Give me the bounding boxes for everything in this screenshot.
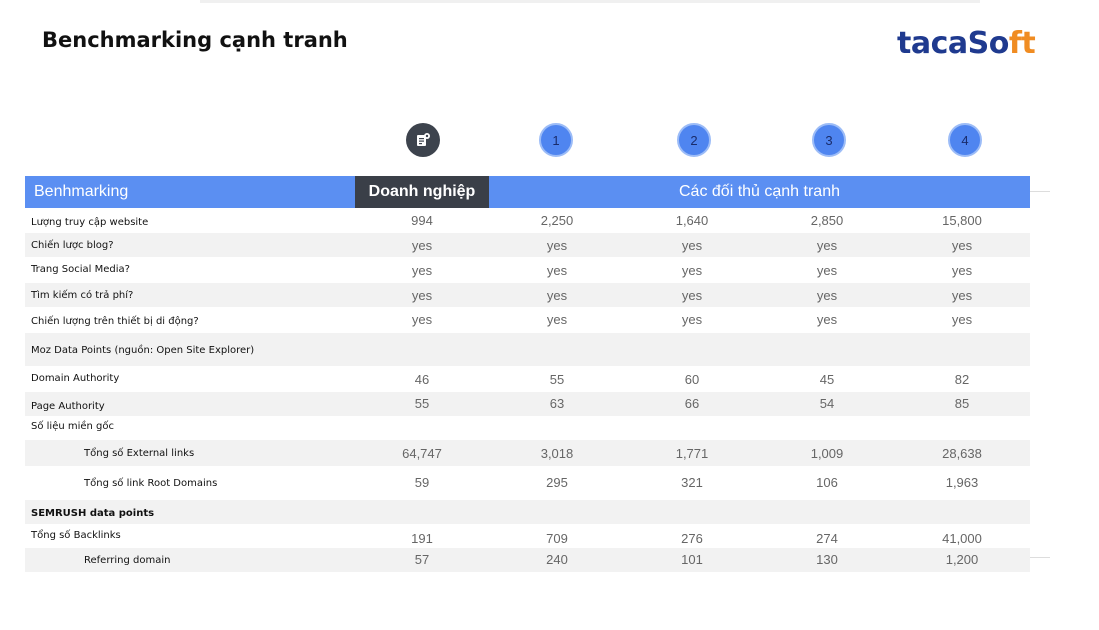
competitor-4-value-cell: 85 (954, 396, 970, 411)
competitor-3-value-cell: 54 (819, 396, 835, 411)
competitor-4-value-cell: yes (951, 312, 973, 327)
competitor-2-value-cell: yes (681, 288, 703, 303)
table-row: SEMRUSH data points (25, 500, 1030, 524)
header-own-business: Doanh nghiệp (355, 176, 489, 208)
row-label: SEMRUSH data points (31, 508, 155, 519)
competitor-4-badge: 4 (948, 123, 982, 157)
page-title: Benchmarking cạnh tranh (42, 28, 348, 52)
competitor-4-value-cell: yes (951, 238, 973, 253)
row-label: Lượng truy cập website (31, 217, 149, 228)
row-label: Tổng số External links (84, 448, 195, 459)
table-row: Chiến lượng trên thiết bị di động? yes yes… (25, 308, 1030, 332)
table-row: Trang Social Media? yes yes yes yes yes (25, 258, 1030, 282)
competitor-4-value-cell: 15,800 (942, 213, 982, 228)
competitor-1-value-cell: 63 (549, 396, 565, 411)
row-label: Page Authority (31, 401, 105, 412)
competitor-1-value-cell: yes (546, 312, 568, 327)
document-money-icon (406, 123, 440, 157)
competitor-2-value-cell: 276 (681, 531, 703, 546)
own-value-cell: yes (411, 288, 433, 303)
own-value-cell: 57 (414, 552, 430, 567)
competitor-1-value-cell: 2,250 (540, 213, 574, 228)
competitor-3-value-cell: 130 (816, 552, 838, 567)
row-label: Domain Authority (31, 373, 120, 384)
competitor-3-value-cell: 1,009 (810, 446, 844, 461)
tacasoft-logo: tacaSoft (897, 26, 1036, 61)
own-value-cell: 55 (414, 396, 430, 411)
table-row: Số liệu miền gốc (25, 417, 1030, 439)
competitor-4-value-cell: 41,000 (942, 531, 982, 546)
header-benchmarking-label: Benhmarking (34, 183, 129, 200)
competitor-3-value-cell: yes (816, 238, 838, 253)
competitor-4-value-cell: 82 (954, 372, 970, 387)
table-row: Domain Authority 46 55 60 45 82 (25, 367, 1030, 391)
competitor-3-value-cell: 106 (816, 475, 838, 490)
header-competitors: Các đối thủ cạnh tranh (679, 183, 840, 200)
row-label: Tổng số Backlinks (31, 530, 121, 541)
row-label: Chiến lượng trên thiết bị di động? (31, 316, 199, 327)
competitor-2-value-cell: yes (681, 238, 703, 253)
competitor-4-value-cell: 28,638 (942, 446, 982, 461)
row-label: Referring domain (84, 555, 171, 566)
competitor-3-badge: 3 (812, 123, 846, 157)
header-edge-line (1030, 191, 1050, 192)
own-value-cell: 59 (414, 475, 430, 490)
row-label: Số liệu miền gốc (31, 421, 115, 432)
table-row: Referring domain 57 240 101 130 1,200 (25, 548, 1030, 572)
competitor-2-value-cell: 101 (681, 552, 703, 567)
row-label: Chiến lược blog? (31, 240, 114, 251)
own-value-cell: 191 (411, 531, 433, 546)
own-value-cell: yes (411, 312, 433, 327)
competitor-1-value-cell: 3,018 (540, 446, 574, 461)
competitor-2-value-cell: 321 (681, 475, 703, 490)
competitor-3-value-cell: yes (816, 312, 838, 327)
competitor-2-badge: 2 (677, 123, 711, 157)
table-header: Benhmarking Doanh nghiệp Các đối thủ cạn… (25, 176, 1030, 208)
competitor-1-value-cell: 55 (549, 372, 565, 387)
own-value-cell: yes (411, 263, 433, 278)
competitor-3-value-cell: 274 (816, 531, 838, 546)
table-row: Lượng truy cập website 994 2,250 1,640 2,850… (25, 210, 1030, 232)
own-value-cell: 46 (414, 372, 430, 387)
competitor-2-value-cell: yes (681, 263, 703, 278)
table-row: Tìm kiếm có trả phí? yes yes yes yes yes (25, 283, 1030, 307)
table-row: Page Authority 55 63 66 54 85 (25, 392, 1030, 416)
top-divider (200, 0, 980, 3)
row-label: Tìm kiếm có trả phí? (31, 290, 134, 301)
competitor-2-value-cell: 60 (684, 372, 700, 387)
competitor-1-value-cell: yes (546, 288, 568, 303)
competitor-1-value-cell: 709 (546, 531, 568, 546)
competitor-1-value-cell: 240 (546, 552, 568, 567)
competitor-3-value-cell: 2,850 (810, 213, 844, 228)
competitor-1-value-cell: yes (546, 263, 568, 278)
competitor-3-value-cell: yes (816, 288, 838, 303)
own-value-cell: 994 (411, 213, 433, 228)
competitor-4-value-cell: yes (951, 263, 973, 278)
competitor-2-value-cell: 66 (684, 396, 700, 411)
competitor-2-value-cell: 1,771 (675, 446, 709, 461)
own-value-cell: yes (411, 238, 433, 253)
row-label: Moz Data Points (nguồn: Open Site Explor… (31, 345, 255, 356)
competitor-1-badge: 1 (539, 123, 573, 157)
row-label: Tổng số link Root Domains (84, 478, 218, 489)
own-value-cell: 64,747 (402, 446, 442, 461)
table-row: Tổng số Backlinks 191 709 276 274 41,000 (25, 525, 1030, 547)
table-row: Tổng số link Root Domains 59 295 321 106 1,96… (25, 467, 1030, 499)
competitor-1-value-cell: 295 (546, 475, 568, 490)
row-label: Trang Social Media? (31, 264, 130, 275)
competitor-4-value-cell: 1,200 (945, 552, 979, 567)
footer-edge-line (1030, 557, 1050, 558)
competitor-3-value-cell: yes (816, 263, 838, 278)
table-row: Chiến lược blog? yes yes yes yes yes (25, 233, 1030, 257)
competitor-4-value-cell: yes (951, 288, 973, 303)
competitor-2-value-cell: yes (681, 312, 703, 327)
table-row: Moz Data Points (nguồn: Open Site Explor… (25, 333, 1030, 366)
competitor-2-value-cell: 1,640 (675, 213, 709, 228)
competitor-1-value-cell: yes (546, 238, 568, 253)
competitor-3-value-cell: 45 (819, 372, 835, 387)
table-row: Tổng số External links 64,747 3,018 1,771 1,… (25, 440, 1030, 466)
competitor-4-value-cell: 1,963 (945, 475, 979, 490)
